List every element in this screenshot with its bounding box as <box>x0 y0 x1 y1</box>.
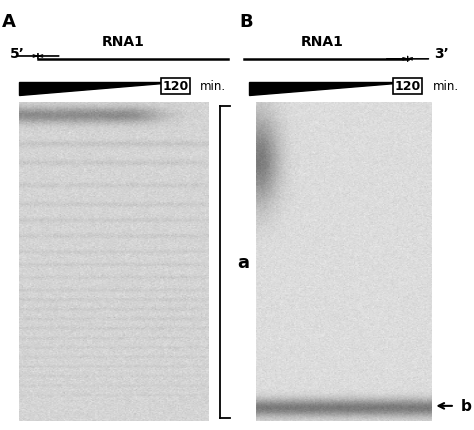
Text: 120: 120 <box>162 80 189 93</box>
Text: 5’: 5’ <box>9 47 24 61</box>
Polygon shape <box>249 83 408 95</box>
Text: 3’: 3’ <box>434 47 448 61</box>
Text: A: A <box>2 13 16 31</box>
Text: RNA1: RNA1 <box>102 35 145 49</box>
Text: a: a <box>237 253 249 271</box>
Text: 120: 120 <box>394 80 421 93</box>
Text: RNA1: RNA1 <box>301 35 344 49</box>
Text: b: b <box>461 399 472 413</box>
Text: B: B <box>239 13 253 31</box>
Polygon shape <box>19 83 175 95</box>
Text: min.: min. <box>200 80 227 93</box>
Text: min.: min. <box>432 80 459 93</box>
